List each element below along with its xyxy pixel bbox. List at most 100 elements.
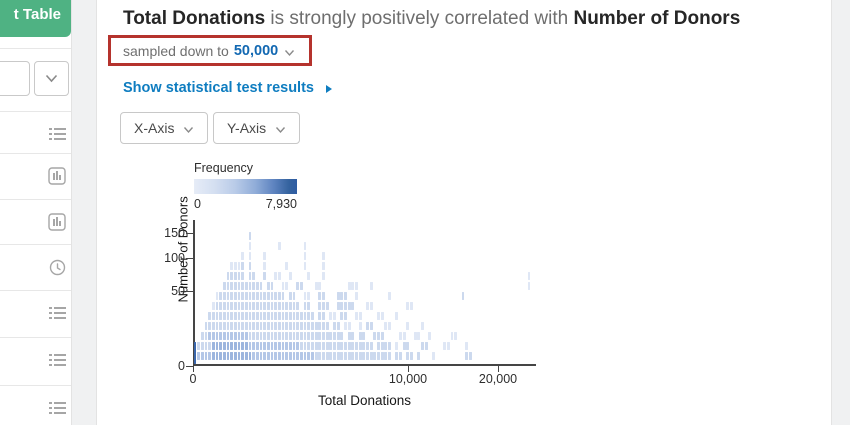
- heatmap-cell: [300, 322, 303, 330]
- heatmap-cell: [380, 332, 384, 340]
- heatmap-cell: [300, 342, 303, 350]
- heatmap-cell: [219, 352, 223, 360]
- sample-size-dropdown[interactable]: sampled down to 50,000: [123, 42, 295, 60]
- heatmap-cell: [197, 342, 201, 350]
- heatmap-cell: [322, 352, 325, 360]
- sidebar-row[interactable]: [0, 385, 71, 425]
- heatmap-cell: [274, 342, 278, 350]
- heatmap-cell: [388, 352, 391, 360]
- heatmap-cell: [399, 352, 402, 360]
- heatmap-cell: [278, 292, 281, 300]
- heatmap-cell: [237, 282, 241, 290]
- heatmap-cell: [347, 282, 351, 290]
- heatmap-cell: [252, 322, 256, 330]
- heatmap-cell: [355, 292, 358, 300]
- heatmap-cell: [211, 302, 215, 310]
- y-axis-button[interactable]: Y-Axis: [213, 112, 301, 144]
- heatmap-cell: [366, 302, 369, 310]
- heatmap-cell: [421, 342, 424, 350]
- heatmap-cell: [208, 352, 212, 360]
- heatmap-cell: [285, 302, 289, 310]
- heatmap-cell: [259, 312, 263, 320]
- heatmap-cell: [259, 332, 263, 340]
- heatmap-cell: [248, 262, 252, 270]
- heatmap-cell: [263, 302, 267, 310]
- y-tick-label: 50: [171, 284, 185, 298]
- heatmap-cell: [527, 282, 531, 290]
- heatmap-cell: [241, 302, 245, 310]
- sidebar-row[interactable]: [0, 199, 71, 245]
- heatmap-cell: [366, 322, 369, 330]
- heatmap-cell: [244, 292, 248, 300]
- heatmap-cell: [237, 352, 241, 360]
- heatmap-cell: [325, 342, 329, 350]
- heatmap-cell: [318, 302, 322, 310]
- sidebar-row[interactable]: [0, 111, 71, 157]
- heatmap-cell: [322, 342, 325, 350]
- heatmap-cell: [230, 332, 234, 340]
- clock-icon: [48, 258, 66, 276]
- heatmap-cell: [292, 312, 296, 320]
- heatmap-cell: [255, 302, 259, 310]
- heatmap-cell: [211, 312, 215, 320]
- sidebar-row[interactable]: [0, 290, 71, 336]
- heatmap-cell: [248, 282, 252, 290]
- filter-dropdown-button[interactable]: [34, 61, 69, 96]
- heatmap-cell: [281, 332, 285, 340]
- heatmap-cell: [468, 352, 472, 360]
- heatmap-cell: [204, 342, 208, 350]
- sidebar-row[interactable]: [0, 244, 71, 290]
- heatmap-cell: [362, 352, 366, 360]
- pivot-table-button[interactable]: t Table: [0, 0, 71, 37]
- heatmap-cell: [255, 292, 259, 300]
- heatmap-cell: [274, 272, 278, 280]
- heatmap-cell: [296, 322, 300, 330]
- heatmap-cell: [244, 312, 248, 320]
- heatmap-cell: [340, 342, 344, 350]
- filter-input[interactable]: [0, 61, 30, 96]
- heatmap-cell: [259, 302, 263, 310]
- heatmap-cell: [237, 272, 241, 280]
- heatmap-cell: [465, 342, 468, 350]
- heatmap-cell: [395, 312, 399, 320]
- divider: [0, 337, 71, 338]
- sidebar-row[interactable]: [0, 337, 71, 383]
- heatmap-cell: [219, 312, 223, 320]
- heatmap-cell: [230, 322, 234, 330]
- sidebar-row[interactable]: [0, 153, 71, 199]
- heatmap-cell: [307, 312, 311, 320]
- heatmap-cell: [248, 352, 252, 360]
- heatmap-cell: [351, 282, 355, 290]
- heatmap-cell: [237, 322, 241, 330]
- heatmap-cell: [263, 352, 267, 360]
- heatmap-cell: [322, 302, 325, 310]
- y-tick-label: 150: [164, 226, 185, 240]
- heatmap-cell: [208, 322, 212, 330]
- heatmap-cell: [344, 342, 347, 350]
- heatmap-cell: [252, 292, 256, 300]
- heatmap-cell: [296, 352, 300, 360]
- heatmap-cell: [274, 332, 278, 340]
- heatmap-cell: [292, 352, 296, 360]
- heatmap-cell: [380, 342, 384, 350]
- heatmap-cell: [270, 312, 274, 320]
- heatmap-cell: [244, 332, 248, 340]
- heatmap-cell: [373, 332, 377, 340]
- heatmap-cell: [289, 352, 292, 360]
- heatmap-cell: [255, 342, 259, 350]
- heatmap-cell: [193, 352, 197, 364]
- heatmap-cell: [322, 262, 325, 270]
- stats-results-link[interactable]: Show statistical test results: [123, 80, 332, 96]
- heatmap-cell: [274, 302, 278, 310]
- heatmap-cell: [351, 352, 355, 360]
- heatmap-cell: [241, 252, 245, 260]
- heatmap-cell: [311, 342, 314, 350]
- heatmap-cell: [233, 342, 237, 350]
- heatmap-cell: [318, 322, 322, 330]
- heatmap-cell: [417, 352, 421, 360]
- heatmap-cell: [289, 322, 292, 330]
- x-axis-button[interactable]: X-Axis: [120, 112, 209, 144]
- heatmap-cell: [314, 282, 318, 290]
- heatmap-cell: [314, 342, 318, 350]
- sidebar: t Table: [0, 0, 72, 425]
